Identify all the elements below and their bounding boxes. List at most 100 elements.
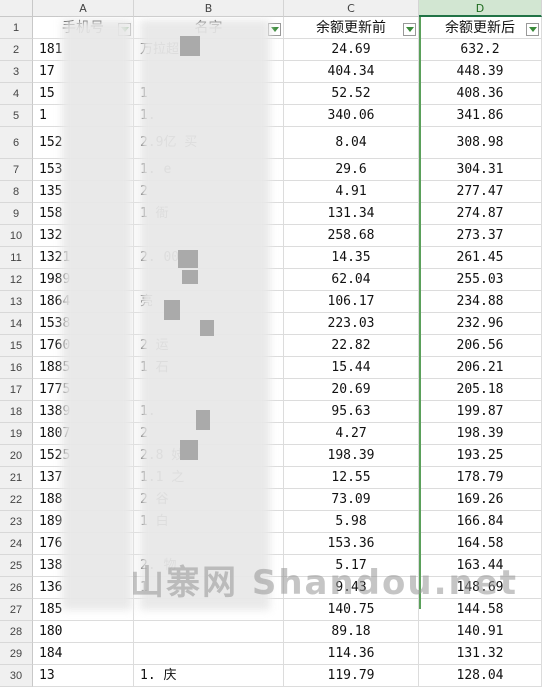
cell-d[interactable]: 632.2	[419, 39, 542, 61]
row-number[interactable]: 4	[0, 83, 33, 105]
cell-d[interactable]: 308.98	[419, 127, 542, 159]
column-header-b[interactable]: B	[134, 0, 284, 17]
cell-d[interactable]: 199.87	[419, 401, 542, 423]
cell-d[interactable]: 198.39	[419, 423, 542, 445]
row-number[interactable]: 9	[0, 203, 33, 225]
cell-c[interactable]: 12.55	[284, 467, 419, 489]
cell-d[interactable]: 178.79	[419, 467, 542, 489]
cell-c[interactable]: 340.06	[284, 105, 419, 127]
cell-c[interactable]: 24.69	[284, 39, 419, 61]
cell-d[interactable]: 304.31	[419, 159, 542, 181]
cell-c[interactable]: 5.98	[284, 511, 419, 533]
cell-d[interactable]: 193.25	[419, 445, 542, 467]
cell-d[interactable]: 448.39	[419, 61, 542, 83]
row-number[interactable]: 15	[0, 335, 33, 357]
cell-a[interactable]: 180	[33, 621, 134, 643]
cell-d[interactable]: 408.36	[419, 83, 542, 105]
row-number[interactable]: 21	[0, 467, 33, 489]
cell-c[interactable]: 4.27	[284, 423, 419, 445]
cell-c[interactable]: 52.52	[284, 83, 419, 105]
cell-c[interactable]: 62.04	[284, 269, 419, 291]
cell-d[interactable]: 140.91	[419, 621, 542, 643]
cell-b[interactable]: 1. 庆	[134, 665, 284, 687]
row-number[interactable]: 6	[0, 127, 33, 159]
column-header-d[interactable]: D	[419, 0, 542, 17]
row-number[interactable]: 18	[0, 401, 33, 423]
row-number[interactable]: 28	[0, 621, 33, 643]
cell-c[interactable]: 106.17	[284, 291, 419, 313]
cell-c[interactable]: 95.63	[284, 401, 419, 423]
cell-d[interactable]: 131.32	[419, 643, 542, 665]
cell-c[interactable]: 8.04	[284, 127, 419, 159]
header-cell-c[interactable]: 余额更新前	[284, 17, 419, 39]
row-number[interactable]: 26	[0, 577, 33, 599]
cell-d[interactable]: 255.03	[419, 269, 542, 291]
row-number[interactable]: 5	[0, 105, 33, 127]
cell-c[interactable]: 29.6	[284, 159, 419, 181]
cell-d[interactable]: 128.04	[419, 665, 542, 687]
row-number[interactable]: 20	[0, 445, 33, 467]
cell-a[interactable]: 13	[33, 665, 134, 687]
cell-c[interactable]: 223.03	[284, 313, 419, 335]
cell-c[interactable]: 15.44	[284, 357, 419, 379]
cell-d[interactable]: 164.58	[419, 533, 542, 555]
row-number[interactable]: 13	[0, 291, 33, 313]
row-number[interactable]: 27	[0, 599, 33, 621]
filter-dropdown-icon[interactable]	[526, 23, 539, 36]
cell-c[interactable]: 153.36	[284, 533, 419, 555]
cell-d[interactable]: 261.45	[419, 247, 542, 269]
cell-c[interactable]: 258.68	[284, 225, 419, 247]
row-number[interactable]: 11	[0, 247, 33, 269]
cell-c[interactable]: 9.43	[284, 577, 419, 599]
cell-b[interactable]	[134, 621, 284, 643]
cell-d[interactable]: 169.26	[419, 489, 542, 511]
row-number[interactable]: 22	[0, 489, 33, 511]
cell-b[interactable]	[134, 643, 284, 665]
cell-c[interactable]: 14.35	[284, 247, 419, 269]
row-number[interactable]: 23	[0, 511, 33, 533]
cell-d[interactable]: 273.37	[419, 225, 542, 247]
cell-c[interactable]: 404.34	[284, 61, 419, 83]
row-number[interactable]: 10	[0, 225, 33, 247]
cell-c[interactable]: 89.18	[284, 621, 419, 643]
column-header-a[interactable]: A	[33, 0, 134, 17]
row-number[interactable]: 19	[0, 423, 33, 445]
cell-c[interactable]: 114.36	[284, 643, 419, 665]
row-number[interactable]: 16	[0, 357, 33, 379]
header-cell-d[interactable]: 余额更新后	[419, 17, 542, 39]
cell-c[interactable]: 73.09	[284, 489, 419, 511]
row-number[interactable]: 24	[0, 533, 33, 555]
cell-a[interactable]: 184	[33, 643, 134, 665]
cell-c[interactable]: 4.91	[284, 181, 419, 203]
cell-c[interactable]: 119.79	[284, 665, 419, 687]
cell-d[interactable]: 234.88	[419, 291, 542, 313]
select-all-corner[interactable]	[0, 0, 33, 17]
cell-d[interactable]: 274.87	[419, 203, 542, 225]
row-number[interactable]: 7	[0, 159, 33, 181]
filter-dropdown-icon[interactable]	[403, 23, 416, 36]
mosaic-block	[196, 410, 210, 430]
cell-d[interactable]: 232.96	[419, 313, 542, 335]
cell-c[interactable]: 22.82	[284, 335, 419, 357]
row-number[interactable]: 17	[0, 379, 33, 401]
row-number[interactable]: 1	[0, 17, 33, 39]
column-header-c[interactable]: C	[284, 0, 419, 17]
cell-c[interactable]: 198.39	[284, 445, 419, 467]
row-number[interactable]: 14	[0, 313, 33, 335]
cell-c[interactable]: 5.17	[284, 555, 419, 577]
row-number[interactable]: 3	[0, 61, 33, 83]
row-number[interactable]: 25	[0, 555, 33, 577]
cell-c[interactable]: 20.69	[284, 379, 419, 401]
cell-d[interactable]: 206.56	[419, 335, 542, 357]
row-number[interactable]: 2	[0, 39, 33, 61]
row-number[interactable]: 8	[0, 181, 33, 203]
cell-d[interactable]: 166.84	[419, 511, 542, 533]
cell-d[interactable]: 341.86	[419, 105, 542, 127]
row-number[interactable]: 29	[0, 643, 33, 665]
row-number[interactable]: 12	[0, 269, 33, 291]
cell-c[interactable]: 131.34	[284, 203, 419, 225]
row-number[interactable]: 30	[0, 665, 33, 687]
cell-d[interactable]: 277.47	[419, 181, 542, 203]
cell-d[interactable]: 205.18	[419, 379, 542, 401]
cell-d[interactable]: 206.21	[419, 357, 542, 379]
